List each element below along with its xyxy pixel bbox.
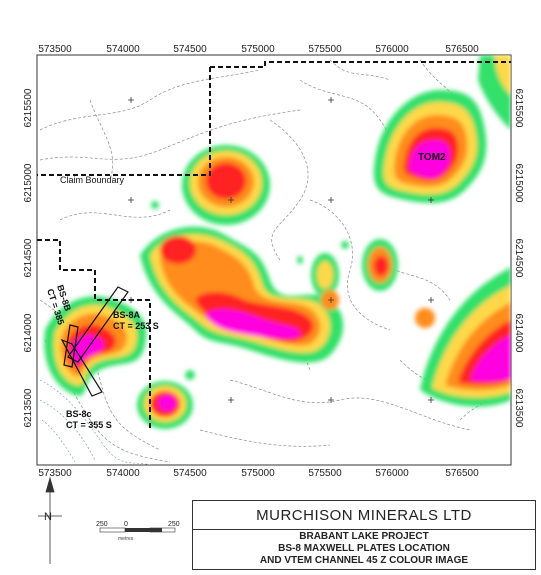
x-tick-bottom-1: 574000 [106, 468, 140, 479]
maxwell-plates [60, 286, 129, 397]
scale-label-right: 250 [168, 521, 180, 528]
claim-boundary-line-lower [105, 299, 151, 430]
x-axis-ticks-top: 573500 574000 574500 575000 575500 576000 5765… [38, 44, 479, 55]
x-tick-top-2: 574500 [173, 44, 207, 55]
x-tick-top-3: 575000 [241, 44, 275, 55]
y-tick-right-4: 6213500 [513, 389, 524, 428]
north-arrow-and-scale: N 250 0 250 metres [38, 476, 180, 564]
y-axis-ticks-right: 6215500 6215000 6214500 6214000 6213500 [513, 89, 524, 428]
title-block: MURCHISON MINERALS LTD BRABANT LAKE PROJ… [192, 500, 536, 570]
project-description: BRABANT LAKE PROJECT BS-8 MAXWELL PLATES… [193, 531, 535, 567]
scale-bar [99, 527, 176, 533]
legend-area: N 250 0 250 metres [8, 472, 192, 570]
project-line-1: BRABANT LAKE PROJECT [299, 531, 429, 542]
claim-boundary-line [37, 61, 511, 301]
y-axis-ticks-left: 6215500 6215000 6214500 6214000 6213500 [23, 88, 34, 427]
x-tick-top-4: 575500 [308, 44, 342, 55]
scale-label-zero: 0 [124, 521, 128, 528]
bs8c-ct-label: CT = 355 S [66, 420, 112, 430]
scale-units: metres [118, 536, 134, 542]
bs8a-name-label: BS-8A [113, 310, 141, 320]
y-tick-left-0: 6215500 [23, 88, 34, 127]
scale-label-left: 250 [96, 521, 108, 528]
y-tick-right-0: 6215500 [513, 89, 524, 128]
x-tick-bottom-3: 575000 [241, 468, 275, 479]
y-tick-left-3: 6214000 [23, 313, 34, 352]
x-tick-top-6: 576500 [445, 44, 479, 55]
x-tick-bottom-0: 573500 [38, 468, 72, 479]
y-tick-left-2: 6214500 [23, 238, 34, 277]
x-tick-top-0: 573500 [38, 44, 72, 55]
x-tick-top-1: 574000 [106, 44, 140, 55]
x-tick-bottom-6: 576500 [445, 468, 479, 479]
bs8a-ct-label: CT = 253 S [113, 321, 159, 331]
plate-bs8c [60, 338, 103, 397]
bs8c-name-label: BS-8c [66, 409, 92, 419]
north-letter: N [44, 511, 52, 523]
company-name: MURCHISON MINERALS LTD [193, 503, 535, 530]
tom2-label: TOM2 [418, 152, 446, 163]
y-tick-left-1: 6215000 [23, 163, 34, 202]
y-tick-right-2: 6214500 [513, 239, 524, 278]
drainage-lines [39, 379, 151, 465]
x-axis-ticks-bottom: 573500 574000 574500 575000 575500 576000 5765… [38, 468, 479, 479]
x-tick-bottom-4: 575500 [308, 468, 342, 479]
plate-bs8a [67, 286, 129, 363]
project-line-3: AND VTEM CHANNEL 45 Z COLOUR IMAGE [259, 555, 469, 566]
y-tick-right-3: 6214000 [513, 314, 524, 353]
x-tick-bottom-5: 576000 [375, 468, 409, 479]
claim-boundary-label: Claim Boundary [60, 175, 125, 185]
plate-bs8b [63, 324, 79, 368]
north-arrow-icon [38, 476, 62, 564]
y-tick-left-4: 6213500 [23, 388, 34, 427]
x-tick-top-5: 576000 [375, 44, 409, 55]
y-tick-right-1: 6215000 [513, 164, 524, 203]
grid-markers [128, 97, 434, 403]
project-line-2: BS-8 MAXWELL PLATES LOCATION [278, 543, 450, 554]
x-tick-bottom-2: 574500 [173, 468, 207, 479]
